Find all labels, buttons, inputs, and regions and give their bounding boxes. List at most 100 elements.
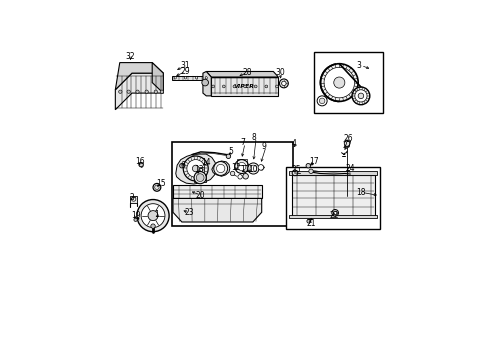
- Circle shape: [320, 64, 357, 102]
- Circle shape: [344, 141, 349, 146]
- Polygon shape: [115, 63, 163, 90]
- Text: 9: 9: [261, 142, 265, 151]
- Circle shape: [234, 159, 248, 174]
- Bar: [314, 52, 382, 113]
- Circle shape: [211, 85, 214, 88]
- Circle shape: [196, 174, 203, 181]
- Circle shape: [195, 77, 197, 79]
- Circle shape: [306, 219, 310, 223]
- Bar: [285, 167, 379, 229]
- Circle shape: [137, 199, 169, 232]
- Text: 11: 11: [240, 165, 249, 174]
- Text: 15: 15: [156, 179, 165, 188]
- Text: 12: 12: [231, 163, 240, 172]
- Circle shape: [264, 85, 267, 88]
- Bar: [194, 175, 206, 183]
- Bar: [199, 167, 203, 172]
- Circle shape: [139, 162, 143, 167]
- Text: 4: 4: [291, 139, 296, 148]
- Text: 5: 5: [227, 147, 232, 156]
- Text: 17: 17: [309, 157, 318, 166]
- Text: 7: 7: [240, 139, 244, 148]
- Bar: [289, 215, 376, 219]
- Circle shape: [216, 164, 224, 173]
- Circle shape: [333, 77, 344, 88]
- Circle shape: [243, 174, 248, 179]
- Circle shape: [281, 81, 285, 86]
- Circle shape: [134, 218, 137, 221]
- Circle shape: [331, 210, 338, 216]
- Circle shape: [317, 96, 326, 106]
- Bar: [171, 142, 292, 226]
- Polygon shape: [152, 63, 163, 93]
- Text: 27: 27: [342, 141, 351, 150]
- Polygon shape: [203, 72, 211, 96]
- Circle shape: [183, 156, 208, 181]
- Text: VIPER: VIPER: [234, 84, 255, 89]
- Polygon shape: [175, 154, 216, 184]
- Circle shape: [237, 175, 242, 179]
- Circle shape: [194, 172, 206, 184]
- Circle shape: [230, 171, 234, 176]
- Circle shape: [136, 90, 139, 93]
- Text: 30: 30: [274, 68, 284, 77]
- Text: 2: 2: [129, 193, 134, 202]
- Text: 21: 21: [305, 220, 315, 229]
- Text: 32: 32: [125, 52, 135, 61]
- Text: 19: 19: [131, 211, 140, 220]
- Circle shape: [153, 184, 161, 191]
- Circle shape: [243, 85, 246, 88]
- Circle shape: [160, 90, 163, 93]
- Text: 24: 24: [345, 164, 354, 173]
- Text: 1: 1: [154, 210, 159, 219]
- Circle shape: [154, 90, 157, 93]
- Circle shape: [249, 165, 256, 172]
- Circle shape: [308, 169, 313, 174]
- Circle shape: [324, 67, 354, 98]
- Circle shape: [319, 98, 324, 104]
- Text: 25: 25: [291, 165, 301, 174]
- Circle shape: [131, 197, 136, 201]
- Circle shape: [202, 79, 208, 86]
- Bar: [236, 158, 247, 165]
- Polygon shape: [115, 73, 163, 110]
- Text: 26: 26: [343, 134, 352, 143]
- Polygon shape: [211, 161, 229, 176]
- Circle shape: [351, 87, 369, 105]
- Text: 20: 20: [195, 190, 205, 199]
- Circle shape: [148, 211, 158, 221]
- Polygon shape: [130, 195, 137, 203]
- Circle shape: [254, 85, 257, 88]
- Text: 14: 14: [201, 158, 210, 167]
- Polygon shape: [258, 165, 264, 170]
- Circle shape: [222, 85, 225, 88]
- Circle shape: [154, 185, 159, 190]
- Text: 23: 23: [183, 208, 193, 217]
- Text: 6: 6: [181, 161, 185, 170]
- Circle shape: [354, 90, 366, 102]
- Text: 28: 28: [242, 68, 251, 77]
- Circle shape: [237, 162, 245, 171]
- Circle shape: [213, 162, 227, 175]
- Circle shape: [127, 90, 130, 93]
- Bar: [289, 171, 376, 175]
- Circle shape: [205, 77, 207, 79]
- Text: 13: 13: [193, 165, 203, 174]
- Circle shape: [179, 163, 183, 168]
- Circle shape: [150, 224, 155, 228]
- Circle shape: [233, 85, 235, 88]
- Circle shape: [279, 79, 288, 88]
- Polygon shape: [172, 76, 207, 80]
- Circle shape: [174, 77, 176, 79]
- Text: 16: 16: [135, 157, 144, 166]
- Circle shape: [184, 77, 186, 79]
- Text: 18: 18: [356, 188, 365, 197]
- Circle shape: [275, 85, 278, 88]
- Polygon shape: [211, 77, 278, 96]
- Text: 3: 3: [355, 61, 360, 70]
- Text: 8: 8: [251, 133, 255, 142]
- Circle shape: [200, 168, 203, 171]
- Circle shape: [192, 165, 199, 172]
- Circle shape: [247, 163, 259, 174]
- Circle shape: [141, 204, 164, 228]
